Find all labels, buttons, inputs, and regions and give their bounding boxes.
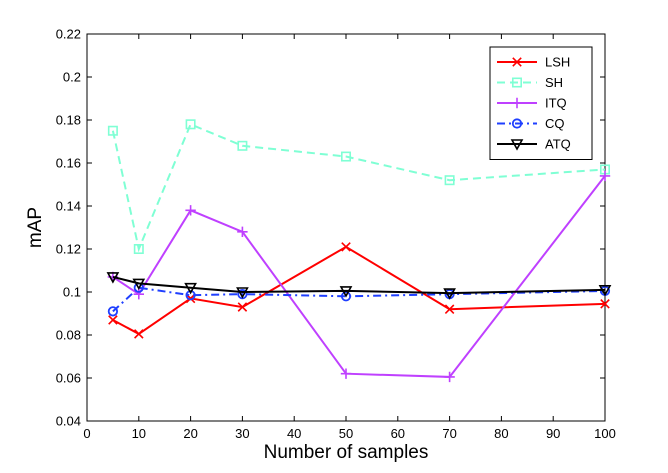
legend-label-sh: SH [545,75,563,90]
y-tick-label: 0.18 [56,113,81,128]
y-tick-label: 0.1 [63,285,81,300]
series-layer [106,119,612,383]
y-tick-label: 0.12 [56,242,81,257]
x-tick-label: 50 [339,426,353,441]
data-point-cq [107,306,119,317]
data-point-sh [185,119,196,130]
legend-item-lsh: LSH [497,55,570,70]
series-line-atq [112,275,606,295]
legend-item-atq: ATQ [497,137,571,152]
tick-labels: 0 10 20 30 40 50 60 70 80 90 100 0.04 0.06 0.08 0.1 0.1… [56,27,616,442]
data-point-sh [237,140,248,151]
data-point-itq [444,371,455,383]
data-point-atq [184,282,197,295]
data-point-atq [339,286,353,298]
data-point-sh [444,175,455,186]
x-tick-label: 100 [594,426,616,441]
y-tick-label: 0.14 [56,199,81,214]
y-tick-label: 0.06 [56,371,81,386]
series-line-cq [112,286,606,313]
y-tick-label: 0.22 [56,27,81,42]
x-tick-label: 30 [235,426,249,441]
data-point-atq [236,287,249,299]
data-point-sh [340,151,351,162]
legend-label-atq: ATQ [545,137,571,152]
data-point-itq [133,288,144,300]
series-lsh [108,242,610,339]
legend-label-itq: ITQ [545,96,567,111]
data-point-lsh [600,299,610,309]
y-tick-label: 0.2 [63,70,81,85]
series-line-sh [111,122,606,253]
legend-box [489,46,593,160]
legend-marker-cq [511,118,523,129]
legend-item-sh: SH [497,75,563,90]
data-point-sh [133,244,144,255]
y-tick-label: 0.16 [56,156,81,171]
legend-marker-sh [511,77,522,88]
x-tick-label: 70 [442,426,456,441]
x-tick-label: 20 [183,426,197,441]
legend: LSH SH ITQ CQ ATQ [489,46,593,160]
data-point-cq [185,290,196,301]
data-point-sh [107,125,118,136]
legend-marker-itq [511,97,523,109]
series-sh [107,119,610,255]
legend-marker-lsh [512,57,522,67]
data-point-cq [340,291,352,302]
data-point-atq [132,278,146,291]
data-point-itq [185,205,196,216]
legend-label-cq: CQ [545,116,565,131]
x-axis-title: Number of samples [264,442,429,463]
data-point-lsh [444,304,455,314]
data-point-atq [443,288,456,300]
data-point-itq [237,226,248,237]
legend-item-cq: CQ [497,116,565,131]
x-tick-label: 90 [546,426,560,441]
legend-item-itq: ITQ [497,96,567,111]
data-point-lsh [108,315,118,325]
data-point-itq [340,368,352,379]
y-tick-label: 0.08 [56,328,81,343]
x-tick-label: 40 [287,426,301,441]
x-tick-label: 10 [132,426,146,441]
legend-label-lsh: LSH [545,55,570,70]
legend-marker-atq [510,139,524,151]
data-point-atq [598,285,612,297]
y-tick-label: 0.04 [56,414,81,429]
x-tick-label: 80 [494,426,508,441]
data-point-itq [599,170,611,182]
y-axis-title: mAP [25,207,46,248]
data-point-lsh [237,302,248,312]
x-tick-label: 0 [83,426,90,441]
x-tick-label: 60 [391,426,405,441]
series-atq [106,272,612,300]
axis-ticks [86,33,606,422]
data-point-atq [106,272,120,284]
data-point-lsh [134,329,144,339]
series-itq [107,170,611,383]
data-point-lsh [341,242,351,252]
